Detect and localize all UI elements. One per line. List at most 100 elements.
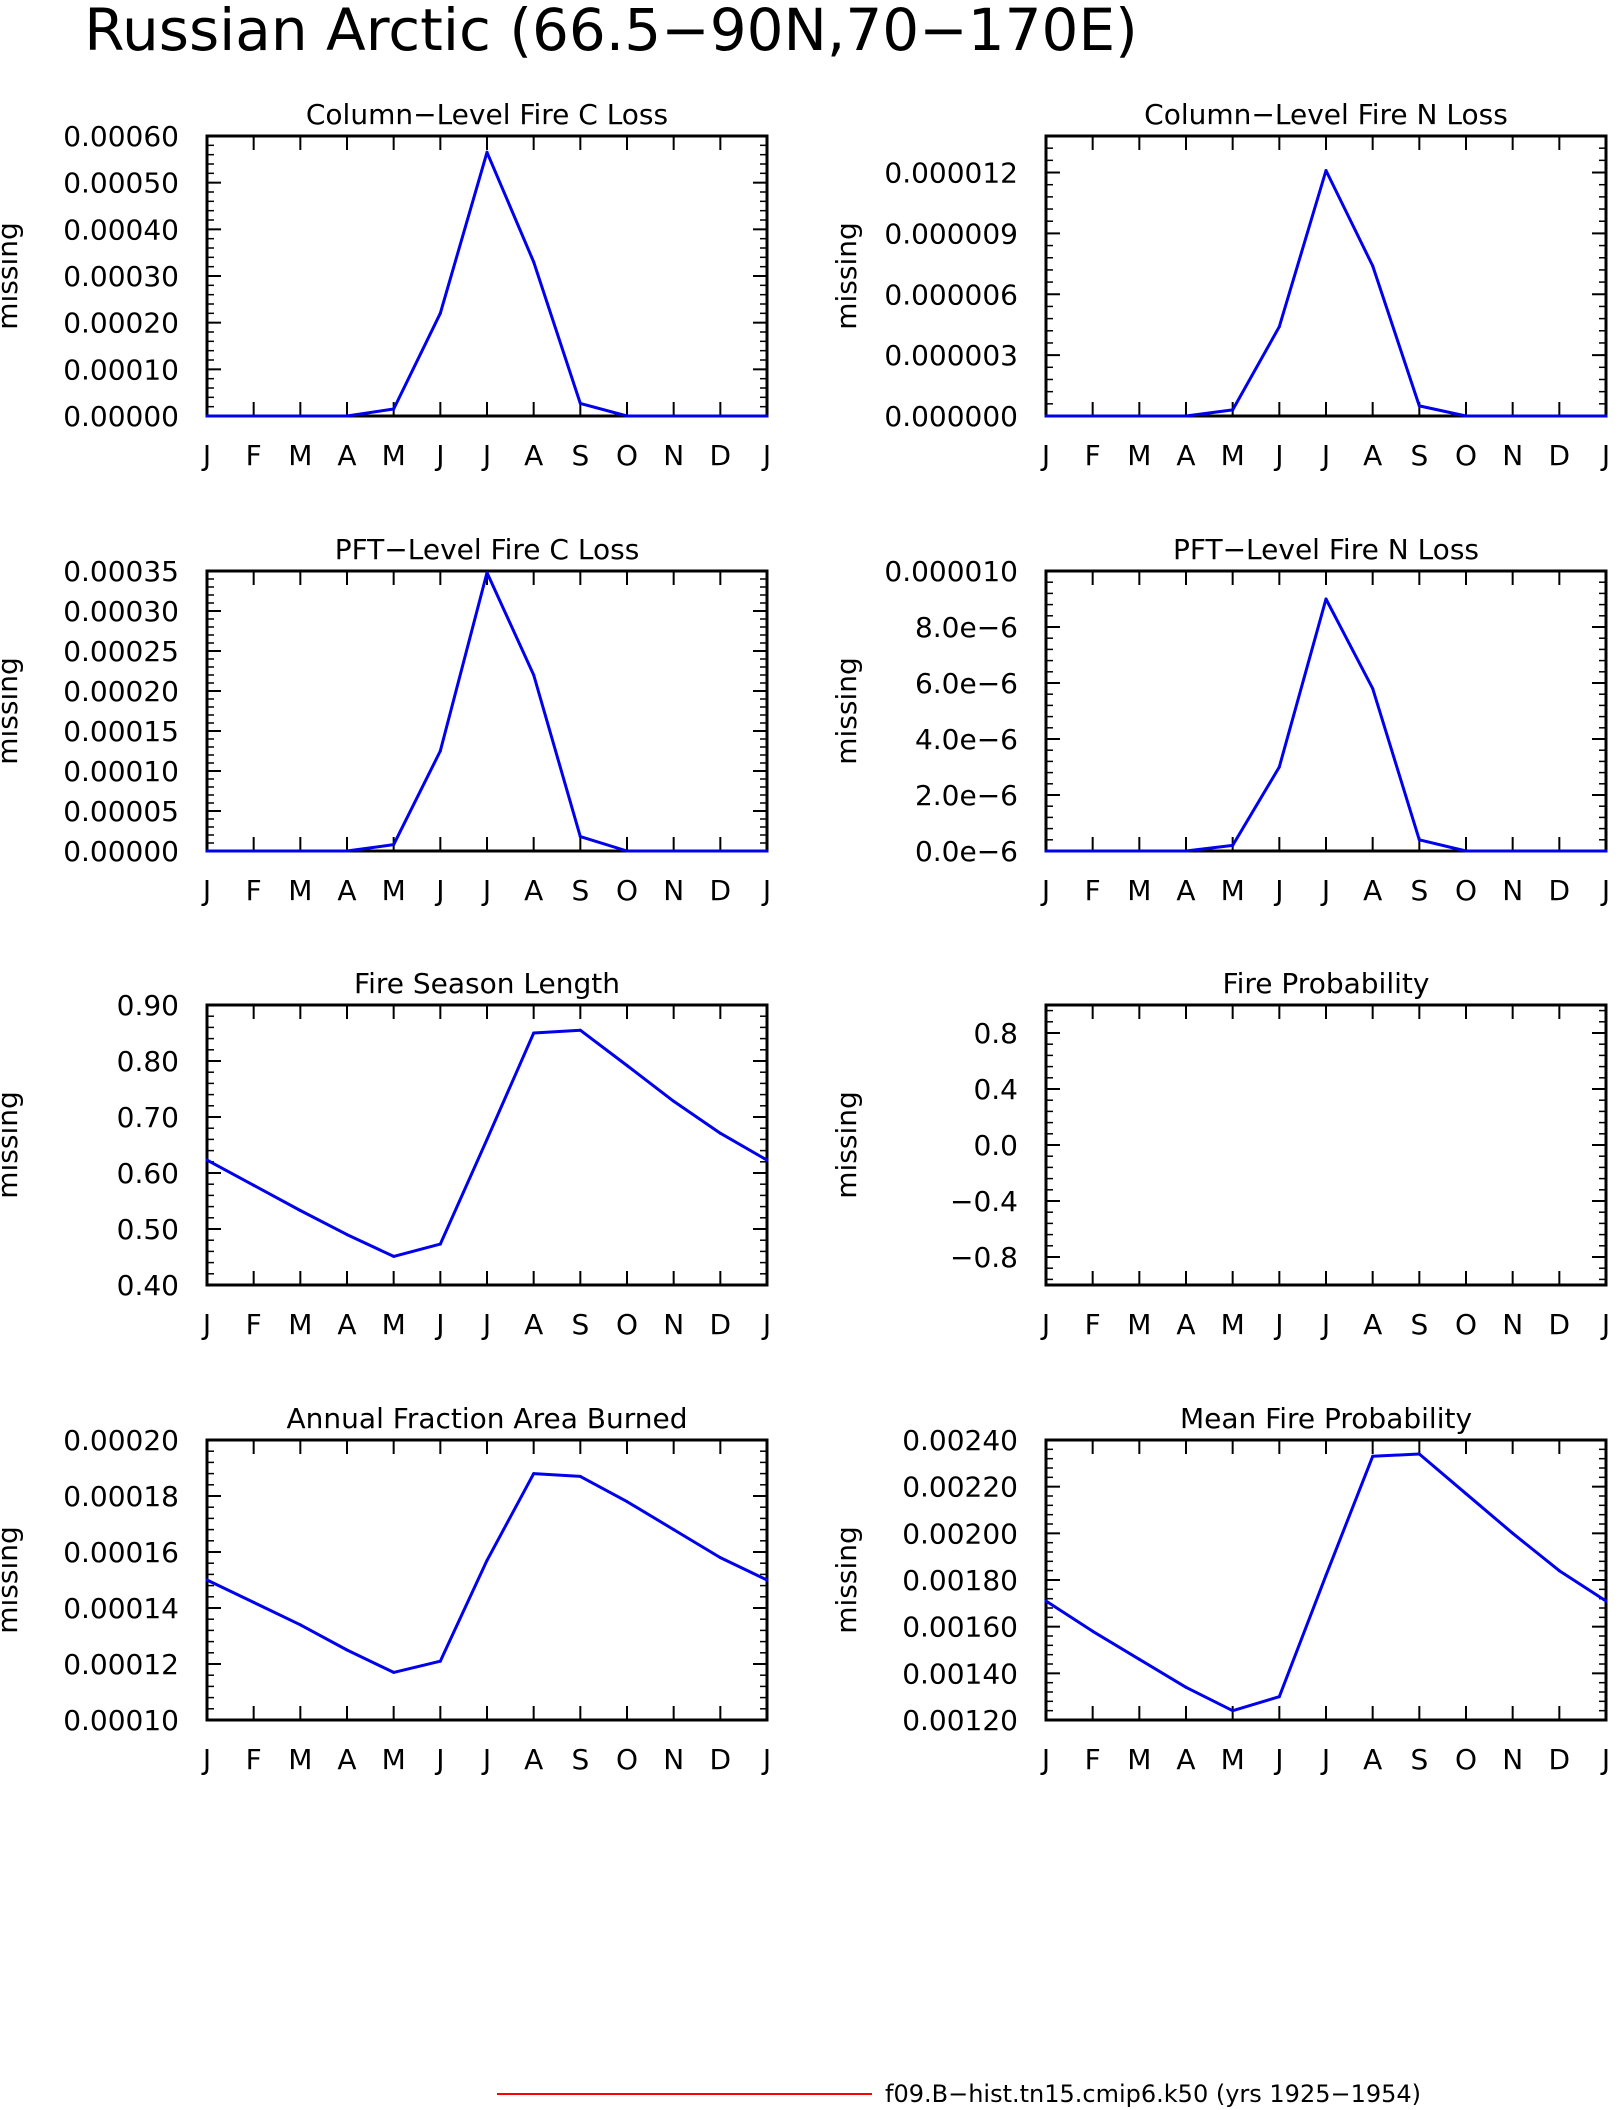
data-point [1184, 1685, 1188, 1689]
y-tick-label: 0.00040 [63, 213, 179, 246]
x-tick-label: F [246, 874, 262, 907]
data-point [485, 1558, 489, 1562]
y-tick-label: 0.00020 [63, 307, 179, 340]
data-point [672, 1528, 676, 1532]
data-point [718, 1131, 722, 1135]
x-tick-label: J [481, 1743, 491, 1776]
chart-panel: PFT−Level Fire N Loss missing 0.0e−6 2.0e−6… [830, 533, 1610, 907]
y-tick-label: −0.8 [950, 1241, 1018, 1274]
x-tick-label: F [246, 1743, 262, 1776]
data-point [438, 1659, 442, 1663]
x-tick-label: J [201, 1743, 211, 1776]
x-tick-label: J [201, 1308, 211, 1341]
x-tick-label: A [1363, 439, 1382, 472]
chart-title: Column−Level Fire C Loss [306, 98, 668, 131]
y-tick-label: 0.00000 [63, 835, 179, 868]
chart-title: Fire Probability [1223, 967, 1430, 1000]
y-tick-label: 0.00060 [63, 120, 179, 153]
figure-title: Russian Arctic (66.5−90N,70−170E) [84, 0, 1137, 64]
y-tick-label: 8.0e−6 [915, 611, 1018, 644]
x-tick-label: M [1221, 1743, 1245, 1776]
y-tick-label: 0.50 [117, 1213, 179, 1246]
data-point [252, 1183, 256, 1187]
chart-panel: Mean Fire Probability missing 0.00120 0.001… [830, 1402, 1610, 1776]
x-tick-label: M [382, 1308, 406, 1341]
plot-frame [1044, 1438, 1608, 1722]
y-axis-label: missing [830, 657, 863, 765]
y-tick-label: −0.4 [950, 1185, 1018, 1218]
x-tick-label: A [524, 1743, 543, 1776]
data-point [1604, 849, 1608, 853]
data-point [392, 1254, 396, 1258]
data-point [345, 1648, 349, 1652]
data-point [1277, 325, 1281, 329]
y-tick-label: 0.00005 [63, 795, 179, 828]
x-tick-label: J [434, 1308, 444, 1341]
legend-label: f09.B−hist.tn15.cmip6.k50 (yrs 1925−1954… [885, 2080, 1421, 2108]
data-point [1231, 1709, 1235, 1713]
x-tick-label: M [382, 874, 406, 907]
data-point [1324, 1573, 1328, 1577]
data-point [1557, 414, 1561, 418]
x-tick-label: J [1600, 1743, 1610, 1776]
x-tick-label: S [571, 874, 589, 907]
data-point [1324, 169, 1328, 172]
y-tick-label: 0.00014 [63, 1592, 179, 1625]
data-point [1231, 408, 1235, 412]
y-tick-label: 0.4 [973, 1073, 1018, 1106]
data-point [1511, 414, 1515, 418]
data-point [1464, 414, 1468, 418]
x-tick-label: J [1320, 874, 1330, 907]
y-tick-label: 0.00200 [902, 1517, 1018, 1550]
x-tick-label: J [761, 1743, 771, 1776]
x-tick-label: S [571, 1743, 589, 1776]
data-point [438, 311, 442, 315]
y-tick-label: 0.00035 [63, 555, 179, 588]
data-point [578, 401, 582, 405]
data-point [438, 1242, 442, 1246]
data-point [1184, 414, 1188, 418]
x-tick-label: N [663, 1308, 684, 1341]
x-tick-label: M [288, 1308, 312, 1341]
x-tick-label: A [1176, 1308, 1195, 1341]
chart-panel: Fire Probability missing −0.8 −0.4 0.0 0.4 0.8… [830, 967, 1610, 1341]
plot-frame [1044, 569, 1608, 853]
x-tick-label: J [1320, 439, 1330, 472]
x-tick-label: A [1363, 1743, 1382, 1776]
data-point [1417, 404, 1421, 408]
x-tick-label: J [1600, 1308, 1610, 1341]
data-point [1371, 1454, 1375, 1458]
y-axis-label: missing [0, 1526, 24, 1634]
data-point [1417, 1452, 1421, 1456]
data-point [252, 849, 256, 853]
y-tick-label: 0.90 [117, 989, 179, 1022]
chart-panel: Annual Fraction Area Burned missing 0.0001… [0, 1402, 771, 1776]
data-point [625, 414, 629, 418]
chart-panel: Column−Level Fire C Loss missing 0.00000 0.… [0, 98, 771, 472]
data-point [485, 571, 489, 575]
y-tick-label: 0.0 [973, 1129, 1018, 1162]
y-tick-label: 0.00140 [902, 1657, 1018, 1690]
y-tick-label: 0.00030 [63, 260, 179, 293]
y-tick-label: 0.000012 [884, 157, 1018, 190]
chart-panel: Fire Season Length missing 0.40 0.50 0.60 0.7… [0, 967, 771, 1341]
x-tick-label: J [1040, 1743, 1050, 1776]
x-tick-label: A [337, 439, 356, 472]
chart-title: Fire Season Length [354, 967, 620, 1000]
x-tick-label: A [337, 874, 356, 907]
y-axis-label: missing [830, 222, 863, 330]
data-point [392, 1670, 396, 1674]
y-tick-label: 0.0e−6 [915, 835, 1018, 868]
x-tick-label: O [1455, 1308, 1477, 1341]
data-point [625, 1064, 629, 1067]
data-point [1044, 849, 1048, 853]
x-tick-label: J [1600, 874, 1610, 907]
data-point [438, 749, 442, 753]
x-tick-label: J [481, 439, 491, 472]
y-tick-label: 0.00010 [63, 755, 179, 788]
data-point [392, 407, 396, 411]
data-point [1464, 849, 1468, 853]
data-point [625, 1500, 629, 1504]
x-tick-label: J [761, 1308, 771, 1341]
data-point [485, 1137, 489, 1141]
